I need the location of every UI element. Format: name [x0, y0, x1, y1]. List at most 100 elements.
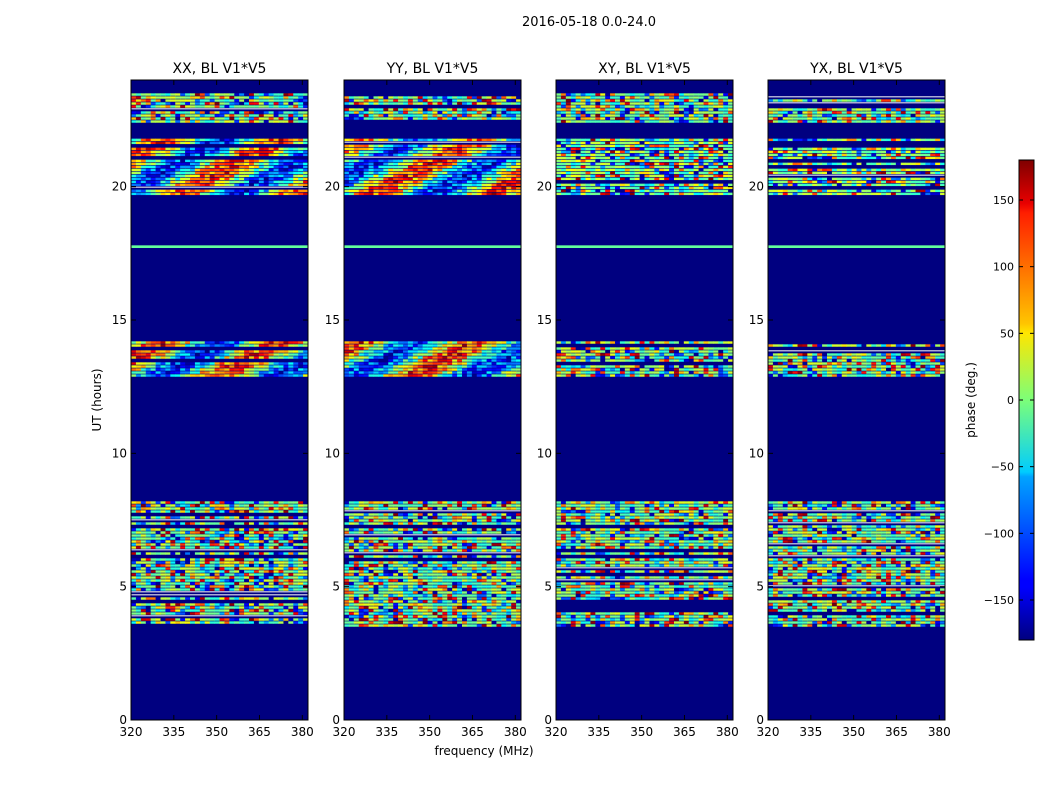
- heatmap-cell: [363, 374, 369, 377]
- heatmap-cell: [209, 546, 215, 549]
- heatmap-cell: [239, 561, 245, 564]
- heatmap-cell: [175, 501, 181, 504]
- heatmap-cell: [268, 189, 274, 193]
- heatmap-cell: [511, 171, 517, 175]
- heatmap-cell: [427, 618, 433, 621]
- heatmap-cell: [234, 153, 240, 157]
- heatmap-cell: [209, 374, 215, 377]
- heatmap-cell: [150, 183, 156, 187]
- heatmap-cell: [368, 153, 374, 157]
- heatmap-cell: [344, 555, 350, 558]
- heatmap-cell: [258, 153, 265, 157]
- heatmap-cell: [244, 344, 250, 347]
- heatmap-cell: [442, 618, 448, 621]
- heatmap-cell: [180, 114, 186, 117]
- heatmap-cell: [268, 585, 274, 588]
- heatmap-cell: [135, 570, 142, 573]
- heatmap-cell: [378, 341, 384, 344]
- heatmap-cell: [150, 371, 156, 374]
- heatmap-cell: [239, 192, 245, 196]
- heatmap-cell: [170, 365, 176, 368]
- heatmap-cell: [427, 585, 433, 588]
- heatmap-cell: [263, 564, 270, 567]
- heatmap-cell: [358, 153, 365, 157]
- heatmap-cell: [353, 347, 360, 350]
- heatmap-cell: [135, 171, 142, 175]
- heatmap-cell: [199, 371, 206, 374]
- heatmap-cell: [175, 353, 181, 356]
- heatmap-cell: [194, 365, 201, 368]
- heatmap-cell: [140, 534, 147, 537]
- heatmap-cell: [471, 537, 478, 540]
- heatmap-cell: [175, 579, 181, 582]
- heatmap-cell: [180, 579, 186, 582]
- heatmap-cell: [283, 362, 289, 365]
- heatmap-cell: [373, 174, 379, 178]
- heatmap-cell: [511, 564, 517, 567]
- heatmap-cell: [348, 597, 355, 600]
- heatmap-cell: [437, 585, 443, 588]
- heatmap-cell: [457, 356, 463, 359]
- heatmap-cell: [145, 350, 152, 353]
- heatmap-cell: [135, 174, 142, 178]
- heatmap-cell: [358, 102, 365, 105]
- heatmap-cell: [288, 93, 294, 96]
- heatmap-cell: [224, 374, 230, 377]
- heatmap-cell: [180, 117, 186, 120]
- heatmap-cell: [344, 516, 350, 519]
- heatmap-cell: [457, 531, 463, 534]
- heatmap-cell: [407, 591, 414, 594]
- heatmap-cell: [249, 371, 255, 374]
- heatmap-cell: [199, 507, 206, 510]
- heatmap-cell: [224, 189, 230, 193]
- heatmap-cell: [471, 177, 478, 181]
- heatmap-cell: [155, 93, 161, 96]
- heatmap-cell: [471, 350, 478, 353]
- heatmap-cell: [447, 588, 453, 591]
- heatmap-cell: [476, 591, 483, 594]
- heatmap-cell: [239, 540, 245, 543]
- heatmap-cell: [160, 183, 166, 187]
- heatmap-cell: [393, 153, 399, 157]
- heatmap-cell: [471, 507, 478, 510]
- heatmap-cell: [165, 350, 171, 353]
- heatmap-cell: [303, 528, 308, 531]
- heatmap-cell: [506, 368, 512, 371]
- heatmap-cell: [378, 168, 384, 172]
- heatmap-cell: [185, 138, 191, 142]
- heatmap-cell: [253, 510, 260, 513]
- heatmap-cell: [180, 585, 186, 588]
- heatmap-cell: [180, 362, 186, 365]
- heatmap-cell: [486, 555, 492, 558]
- heatmap-cell: [393, 171, 399, 175]
- heatmap-cell: [258, 356, 265, 359]
- heatmap-cell: [462, 371, 468, 374]
- heatmap-cell: [303, 105, 308, 108]
- heatmap-cell: [288, 368, 294, 371]
- heatmap-cell: [363, 609, 369, 612]
- heatmap-cell: [422, 374, 428, 377]
- heatmap-cell: [194, 374, 201, 377]
- heatmap-cell: [214, 183, 220, 187]
- heatmap-cell: [432, 150, 438, 154]
- heatmap-cell: [496, 359, 502, 362]
- heatmap-cell: [398, 600, 404, 603]
- heatmap-cell: [457, 513, 463, 516]
- heatmap-cell: [244, 531, 250, 534]
- heatmap-cell: [278, 180, 284, 184]
- heatmap-cell: [180, 371, 186, 374]
- heatmap-cell: [501, 138, 507, 142]
- heatmap-cell: [303, 120, 308, 123]
- heatmap-cell: [481, 621, 487, 624]
- heatmap-cell: [263, 603, 270, 606]
- heatmap-cell: [214, 510, 220, 513]
- heatmap-cell: [403, 588, 409, 591]
- heatmap-cell: [131, 552, 137, 555]
- heatmap-cell: [452, 591, 458, 594]
- heatmap-cell: [452, 162, 458, 166]
- heatmap-cell: [398, 588, 404, 591]
- heatmap-cell: [452, 540, 458, 543]
- heatmap-cell: [417, 516, 424, 519]
- heatmap-cell: [348, 111, 355, 114]
- heatmap-cell: [219, 96, 225, 99]
